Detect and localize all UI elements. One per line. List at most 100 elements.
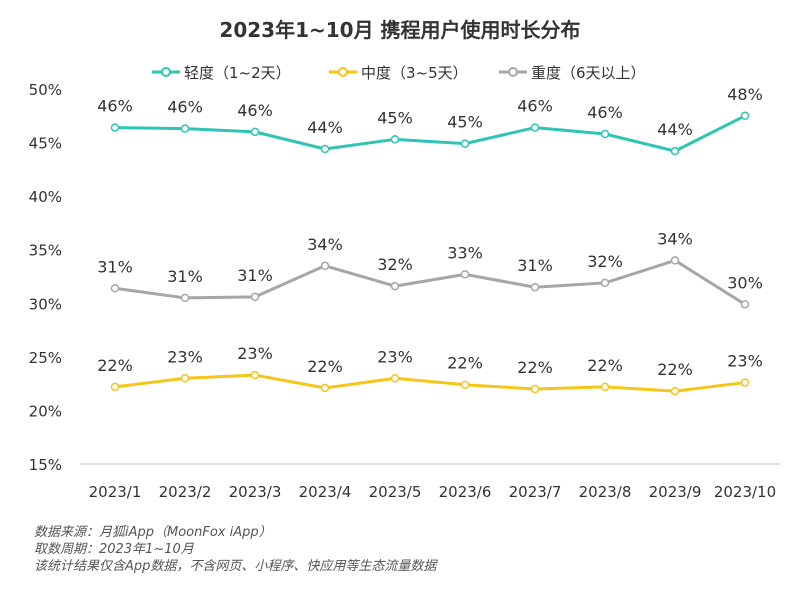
x-tick-label: 2023/3: [229, 483, 282, 501]
data-point: [180, 293, 190, 303]
x-tick-label: 2023/4: [299, 483, 352, 501]
data-point: [600, 382, 610, 392]
y-tick-label: 45%: [29, 135, 62, 153]
legend-marker: [338, 67, 348, 77]
chart-title: 2023年1~10月 携程用户使用时长分布: [219, 18, 581, 42]
data-label: 32%: [587, 252, 623, 271]
data-label: 22%: [307, 357, 343, 376]
data-label: 22%: [657, 360, 693, 379]
x-tick-label: 2023/2: [159, 483, 212, 501]
data-point: [110, 382, 120, 392]
series-line: [114, 373, 746, 393]
data-point: [670, 146, 680, 156]
data-point: [740, 378, 750, 387]
data-label: 44%: [307, 118, 343, 137]
data-label: 22%: [517, 358, 553, 377]
data-point: [320, 144, 330, 154]
series-line: [114, 258, 746, 306]
x-tick-label: 2023/5: [369, 483, 422, 501]
data-point: [180, 374, 190, 383]
data-point: [110, 123, 120, 132]
data-label: 23%: [377, 347, 413, 366]
line-chart: 轻度（1~2天） 中度（3~5天） 重度（6天以上） 15% 20% 25% 30% 35%…: [29, 64, 780, 501]
y-tick-label: 25%: [29, 349, 62, 367]
data-label: 34%: [307, 235, 343, 254]
data-point: [250, 370, 260, 380]
y-tick-label: 20%: [29, 402, 62, 420]
series: 46% 46% 46% 44% 45% 45% 46% 46% 44% 48%: [97, 85, 763, 156]
data-point: [530, 123, 540, 132]
data-point: [670, 386, 680, 396]
data-point: [530, 384, 540, 394]
data-point: [530, 282, 540, 292]
data-label: 31%: [167, 267, 203, 286]
data-label: 31%: [97, 257, 133, 276]
data-label: 46%: [237, 101, 273, 120]
data-label: 46%: [97, 97, 133, 116]
data-point: [390, 281, 400, 291]
data-label: 45%: [447, 113, 483, 132]
data-point: [670, 256, 680, 265]
data-point: [740, 300, 750, 309]
series: 22% 23% 23% 22% 23% 22% 22% 22% 22% 23%: [97, 344, 763, 396]
data-point: [740, 111, 750, 121]
data-point: [600, 278, 610, 288]
x-tick-label: 2023/9: [649, 483, 702, 501]
data-label: 31%: [237, 266, 273, 285]
data-label: 48%: [727, 85, 763, 104]
series: 31% 31% 31% 34% 32% 33% 31% 32% 34% 30%: [97, 229, 763, 309]
legend-label: 中度（3~5天）: [361, 64, 468, 82]
series-line: [114, 114, 746, 153]
legend-marker: [161, 67, 171, 77]
data-label: 31%: [517, 256, 553, 275]
data-point: [250, 127, 260, 137]
data-label: 46%: [587, 103, 623, 122]
period-note: 取数周期：2023年1~10月: [34, 542, 194, 557]
data-label: 22%: [447, 354, 483, 373]
data-label: 23%: [237, 344, 273, 363]
data-point: [250, 292, 260, 302]
data-label: 23%: [727, 352, 763, 371]
legend-item: 中度（3~5天）: [329, 64, 468, 82]
series-group: 46% 46% 46%44%45% 45%46% 46%44%48%22% 23% 23%2…: [97, 85, 763, 396]
y-tick-label: 15%: [29, 456, 62, 474]
x-tick-label: 2023/8: [579, 483, 632, 501]
data-label: 22%: [97, 356, 133, 375]
legend-marker: [508, 67, 518, 77]
data-point: [110, 284, 120, 293]
x-tick-label: 2023/7: [509, 483, 562, 501]
x-axis: 2023/1 2023/2 2023/3 2023/4 2023/5 2023/6 2023…: [89, 483, 777, 501]
data-point: [600, 129, 610, 139]
legend-item: 重度（6天以上）: [499, 64, 646, 82]
data-point: [460, 139, 470, 148]
legend-item: 轻度（1~2天）: [152, 64, 291, 82]
data-label: 30%: [727, 273, 763, 292]
data-label: 32%: [377, 255, 413, 274]
x-tick-label: 2023/1: [89, 483, 142, 501]
legend: 轻度（1~2天） 中度（3~5天） 重度（6天以上）: [152, 64, 646, 82]
y-tick-label: 35%: [29, 242, 62, 260]
data-point: [320, 383, 330, 393]
data-label: 23%: [167, 347, 203, 366]
data-label: 22%: [587, 356, 623, 375]
data-label: 45%: [377, 108, 413, 127]
legend-label: 轻度（1~2天）: [184, 64, 291, 82]
data-label: 33%: [447, 243, 483, 262]
footnotes: 数据来源：月狐iApp（MoonFox iApp） 取数周期：2023年1~10…: [34, 524, 436, 575]
y-tick-label: 30%: [29, 295, 62, 313]
x-tick-label: 2023/6: [439, 483, 492, 501]
data-label: 44%: [657, 120, 693, 139]
data-label: 46%: [517, 97, 553, 116]
scope-note: 该统计结果仅含App数据，不含网页、小程序、快应用等生态流量数据: [34, 559, 437, 574]
data-label: 46%: [167, 98, 203, 117]
data-point: [390, 135, 400, 144]
source-note: 数据来源：月狐iApp（MoonFox iApp）: [34, 525, 272, 540]
y-tick-label: 40%: [29, 188, 62, 206]
x-tick-label: 2023/10: [714, 483, 776, 501]
data-point: [180, 124, 190, 133]
data-point: [460, 270, 470, 279]
data-label: 34%: [657, 229, 693, 248]
legend-label: 重度（6天以上）: [531, 64, 646, 82]
y-tick-label: 50%: [29, 81, 62, 99]
y-axis: 15% 20% 25% 30% 35% 40% 45% 50%: [29, 81, 62, 474]
